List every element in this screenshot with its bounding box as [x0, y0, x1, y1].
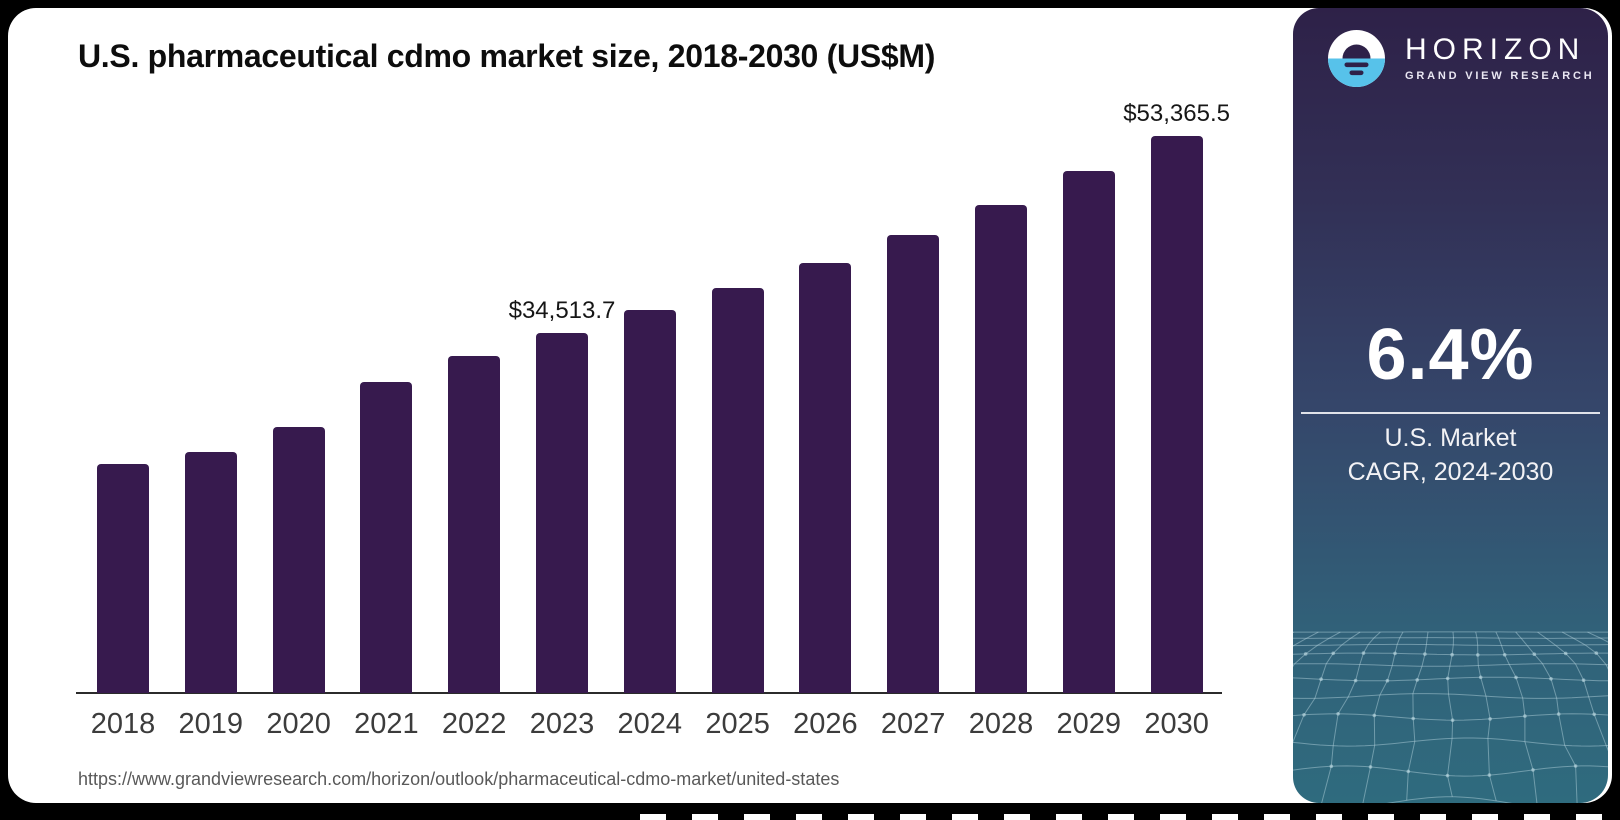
infographic-card: U.S. pharmaceutical cdmo market size, 20…: [8, 8, 1612, 803]
bar-2027: [887, 235, 940, 693]
x-tick-2028: 2028: [968, 708, 1034, 740]
x-tick-2021: 2021: [354, 708, 419, 740]
cagr-label-line1: U.S. Market: [1384, 424, 1517, 452]
bar-2024: [623, 310, 676, 693]
x-tick-2027: 2027: [880, 708, 946, 740]
x-tick-2023: 2023: [529, 708, 595, 740]
x-tick-2022: 2022: [441, 708, 507, 740]
bar-2019: [184, 452, 237, 693]
x-tick-2019: 2019: [178, 708, 244, 740]
cagr-value: 6.4%: [1366, 315, 1535, 395]
x-tick-2026: 2026: [793, 708, 858, 740]
bar-2018: [97, 464, 149, 693]
x-axis-line: [76, 692, 1222, 694]
bar-2020: [272, 427, 325, 693]
data-label-2023: $34,513.7: [508, 297, 616, 324]
bar-2022: [448, 356, 501, 693]
x-tick-2030: 2030: [1144, 708, 1209, 740]
x-tick-2020: 2020: [266, 708, 331, 740]
bar-2028: [975, 205, 1027, 693]
bar-2026: [799, 263, 852, 693]
cagr-label-line2: CAGR, 2024-2030: [1347, 458, 1554, 486]
chart-title: U.S. pharmaceutical cdmo market size, 20…: [78, 38, 936, 74]
bar-2025: [711, 288, 764, 693]
horizon-mesh-graphic: [1293, 631, 1608, 803]
horizon-logo: HORIZON GRAND VIEW RESEARCH: [1328, 30, 1595, 87]
x-tick-2029: 2029: [1056, 708, 1122, 740]
data-label-2030: $53,365.5: [1123, 100, 1230, 127]
bar-2029: [1062, 171, 1115, 693]
logo-subbrand: GRAND VIEW RESEARCH: [1405, 70, 1595, 82]
logo-text: HORIZON GRAND VIEW RESEARCH: [1405, 33, 1595, 83]
horizon-logo-icon: [1328, 30, 1385, 87]
bar-2023: [536, 333, 588, 693]
x-tick-2024: 2024: [617, 708, 683, 740]
bar-2030: [1150, 136, 1203, 693]
source-url: https://www.grandviewresearch.com/horizo…: [78, 769, 840, 789]
cagr-divider: [1301, 412, 1600, 414]
bar-2021: [360, 382, 413, 693]
logo-brand: HORIZON: [1405, 33, 1586, 66]
x-tick-2018: 2018: [90, 708, 156, 740]
sidebar-panel: HORIZON GRAND VIEW RESEARCH 6.4% U.S. Ma…: [1293, 8, 1608, 803]
x-tick-2025: 2025: [705, 708, 770, 740]
bottom-dashed-edge: [640, 814, 1612, 820]
